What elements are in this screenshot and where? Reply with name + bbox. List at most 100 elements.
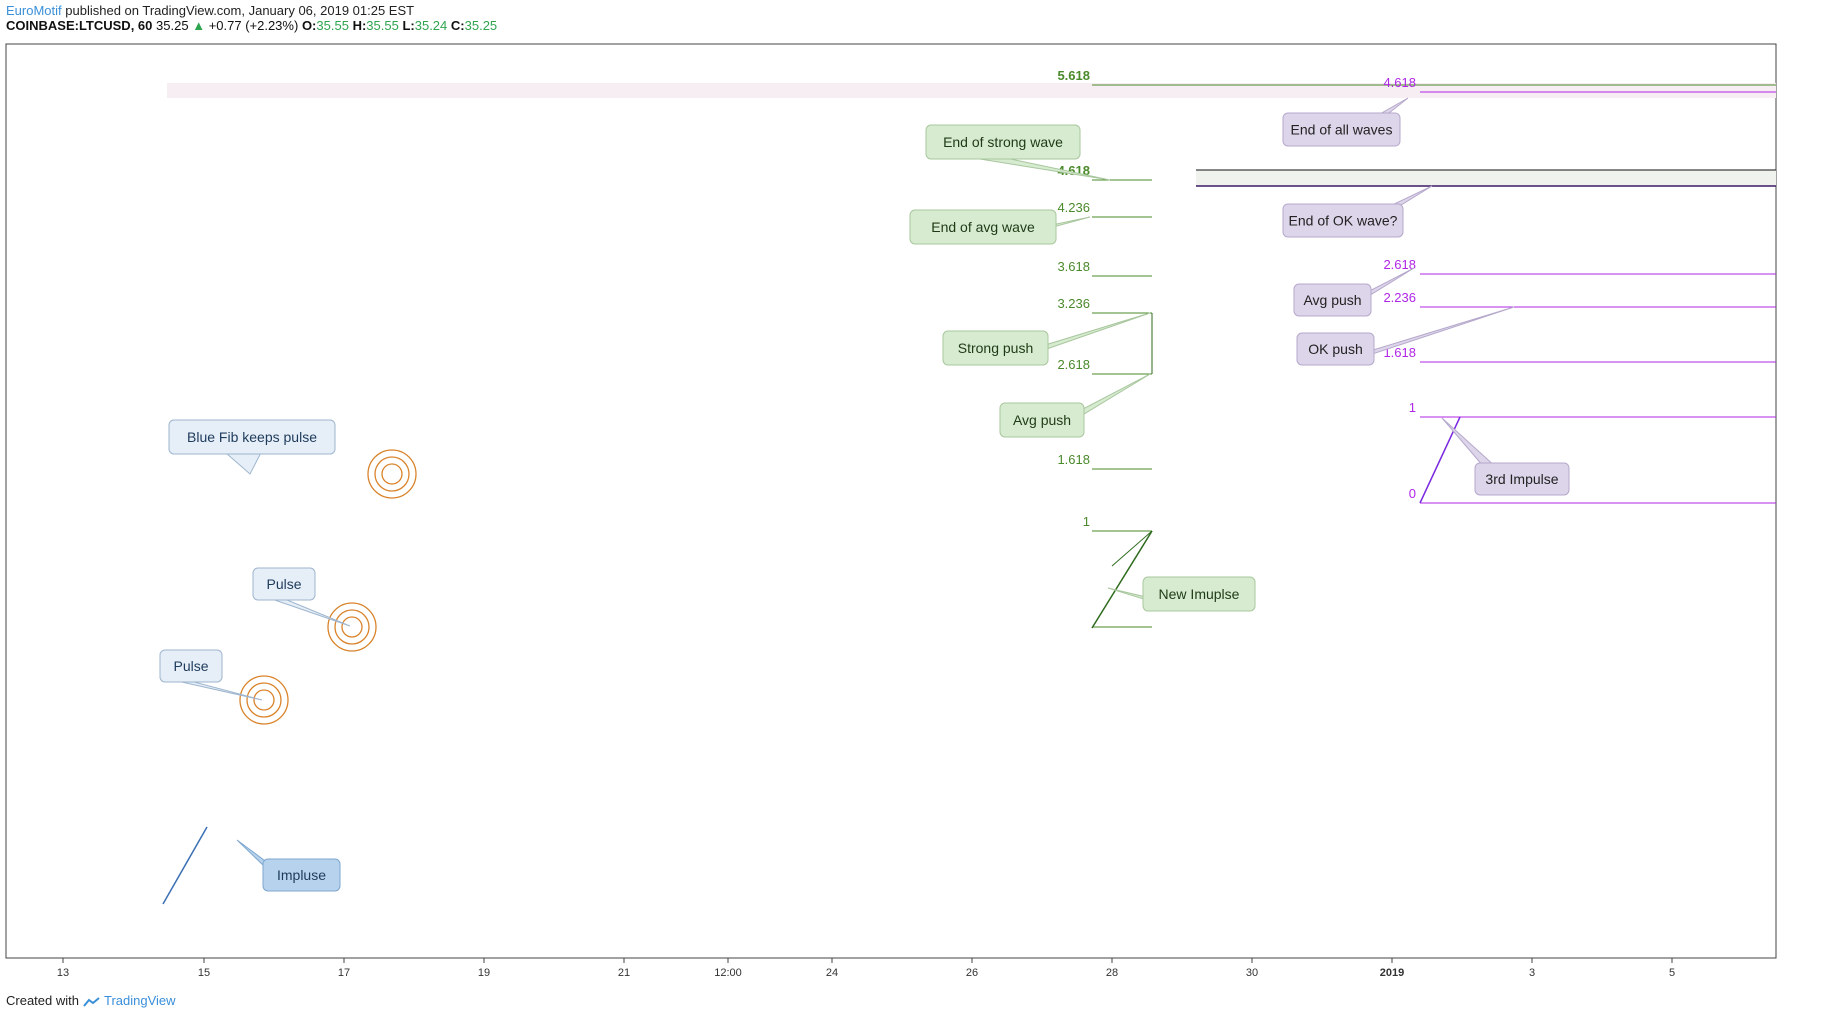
pulse-ring (334, 609, 370, 645)
green-impulse-line (1091, 530, 1153, 629)
pulse-ring (381, 463, 403, 485)
callout-3rd-impulse: 3rd Impulse (1441, 417, 1570, 496)
o-value: 35.55 (316, 18, 349, 33)
callout-pointer (225, 453, 262, 475)
x-tick-label: 17 (338, 967, 350, 979)
callout-pointer (274, 599, 351, 627)
callout-avg-push-purple: Avg push (1293, 267, 1415, 317)
green-fib: 1 1.618 2.618 3.236 3.618 4.236 4.618 5.618 (1057, 68, 1776, 628)
l-label: L: (402, 18, 415, 33)
callout-strong-push: Strong push (942, 312, 1151, 366)
green-fib-label: 4.236 (1057, 200, 1090, 215)
callout-pulse-1: Pulse (159, 649, 263, 701)
green-fib-label: 5.618 (1057, 68, 1090, 83)
green-fib-label: 3.618 (1057, 259, 1090, 274)
pulse-rings-1 (239, 675, 289, 725)
callout-label: Strong push (958, 340, 1034, 356)
purple-fib-label: 2.618 (1383, 257, 1416, 272)
callout-box (1282, 203, 1404, 238)
pulse-ring (239, 675, 289, 725)
callout-label: Pulse (266, 576, 301, 592)
callout-label: New Imuplse (1159, 586, 1240, 602)
pulse-ring (367, 449, 417, 499)
callout-end-avg: End of avg wave (909, 209, 1091, 245)
x-tick-label: 3 (1529, 967, 1535, 979)
x-tick-label: 24 (826, 967, 838, 979)
callout-blue-fib-keeps: Blue Fib keeps pulse (168, 419, 336, 475)
callout-box (168, 419, 336, 455)
upper-band-fill (167, 83, 1776, 98)
change-arrow-icon: ▲ (192, 18, 206, 33)
callout-label: End of avg wave (931, 219, 1035, 235)
l-value: 35.24 (414, 18, 448, 33)
x-tick-label: 19 (478, 967, 490, 979)
callout-box (1293, 283, 1372, 317)
purple-band-fill (1196, 170, 1776, 186)
x-tick-label: 5 (1669, 967, 1675, 979)
c-value: 35.25 (464, 18, 498, 33)
callout-ok-push: OK push (1296, 306, 1515, 366)
x-tick-label: 21 (618, 967, 630, 979)
callout-end-strong: End of strong wave (925, 124, 1111, 181)
purple-fib-label: 1 (1409, 400, 1416, 415)
published-text: published on TradingView.com, January 06… (65, 3, 415, 18)
pulse-ring (253, 689, 275, 711)
callout-impulse: Impluse (236, 839, 341, 892)
callout-box (1474, 462, 1570, 496)
symbol-line: COINBASE:LTCUSD, 60 35.25 ▲ +0.77 (+2.23… (6, 18, 497, 34)
change-label: +0.77 (+2.23%) (208, 18, 299, 33)
callout-box (925, 124, 1081, 160)
callout-new-impulse: New Imuplse (1107, 576, 1256, 612)
callout-end-ok: End of OK wave? (1282, 185, 1433, 238)
blue-impulse-line (162, 826, 208, 905)
callout-box (909, 209, 1057, 245)
purple-fib-label: 2.236 (1383, 290, 1416, 305)
pulse-ring (246, 682, 282, 718)
green-fib-label: 2.618 (1057, 357, 1090, 372)
o-label: O: (301, 18, 317, 33)
x-tick-label: 30 (1246, 967, 1258, 979)
callout-box (1282, 112, 1401, 147)
purple-fib-label: 1.618 (1383, 345, 1416, 360)
callout-box (262, 858, 341, 892)
callout-box (999, 402, 1085, 438)
publish-line: EuroMotif published on TradingView.com, … (6, 3, 414, 19)
last-price-label: 35.25 (156, 18, 189, 33)
callout-pointer (979, 158, 1111, 181)
x-tick-label: 15 (198, 967, 210, 979)
pulse-rings-2 (327, 602, 377, 652)
tradingview-brand[interactable]: TradingView (104, 993, 176, 1008)
callout-box (159, 649, 223, 683)
callout-label: Blue Fib keeps pulse (187, 429, 317, 445)
callout-label: Avg push (1303, 292, 1361, 308)
upper-target-band: (37.90)(37.60) (167, 83, 1776, 98)
c-label: C: (450, 18, 465, 33)
green-fib-label: 1.618 (1057, 452, 1090, 467)
pulse-ring (374, 456, 410, 492)
footer: Created with TradingView (6, 993, 176, 1008)
callout-pulse-2: Pulse (252, 567, 351, 627)
callout-box (252, 567, 316, 601)
green-fib-label: 1 (1083, 514, 1090, 529)
callout-label: OK push (1308, 341, 1362, 357)
x-tick-label: 28 (1106, 967, 1118, 979)
callout-box (1142, 576, 1256, 612)
x-tick-label: 13 (57, 967, 69, 979)
callout-label: Avg push (1013, 412, 1071, 428)
author-link[interactable]: EuroMotif (6, 3, 62, 18)
callout-label: Impluse (277, 867, 326, 883)
callout-label: 3rd Impulse (1485, 471, 1558, 487)
callout-box (1296, 332, 1375, 366)
purple-fib-label: 0 (1409, 486, 1416, 501)
green-fib-label: 3.236 (1057, 296, 1090, 311)
callout-label: Pulse (173, 658, 208, 674)
callout-avg-push-green: Avg push (999, 373, 1151, 438)
purple-fib-label: 4.618 (1383, 75, 1416, 90)
pulse-ring (341, 616, 363, 638)
h-value: 35.55 (366, 18, 399, 33)
h-label: H: (352, 18, 367, 33)
callout-box (942, 330, 1049, 366)
pulse-rings-3 (367, 449, 417, 499)
